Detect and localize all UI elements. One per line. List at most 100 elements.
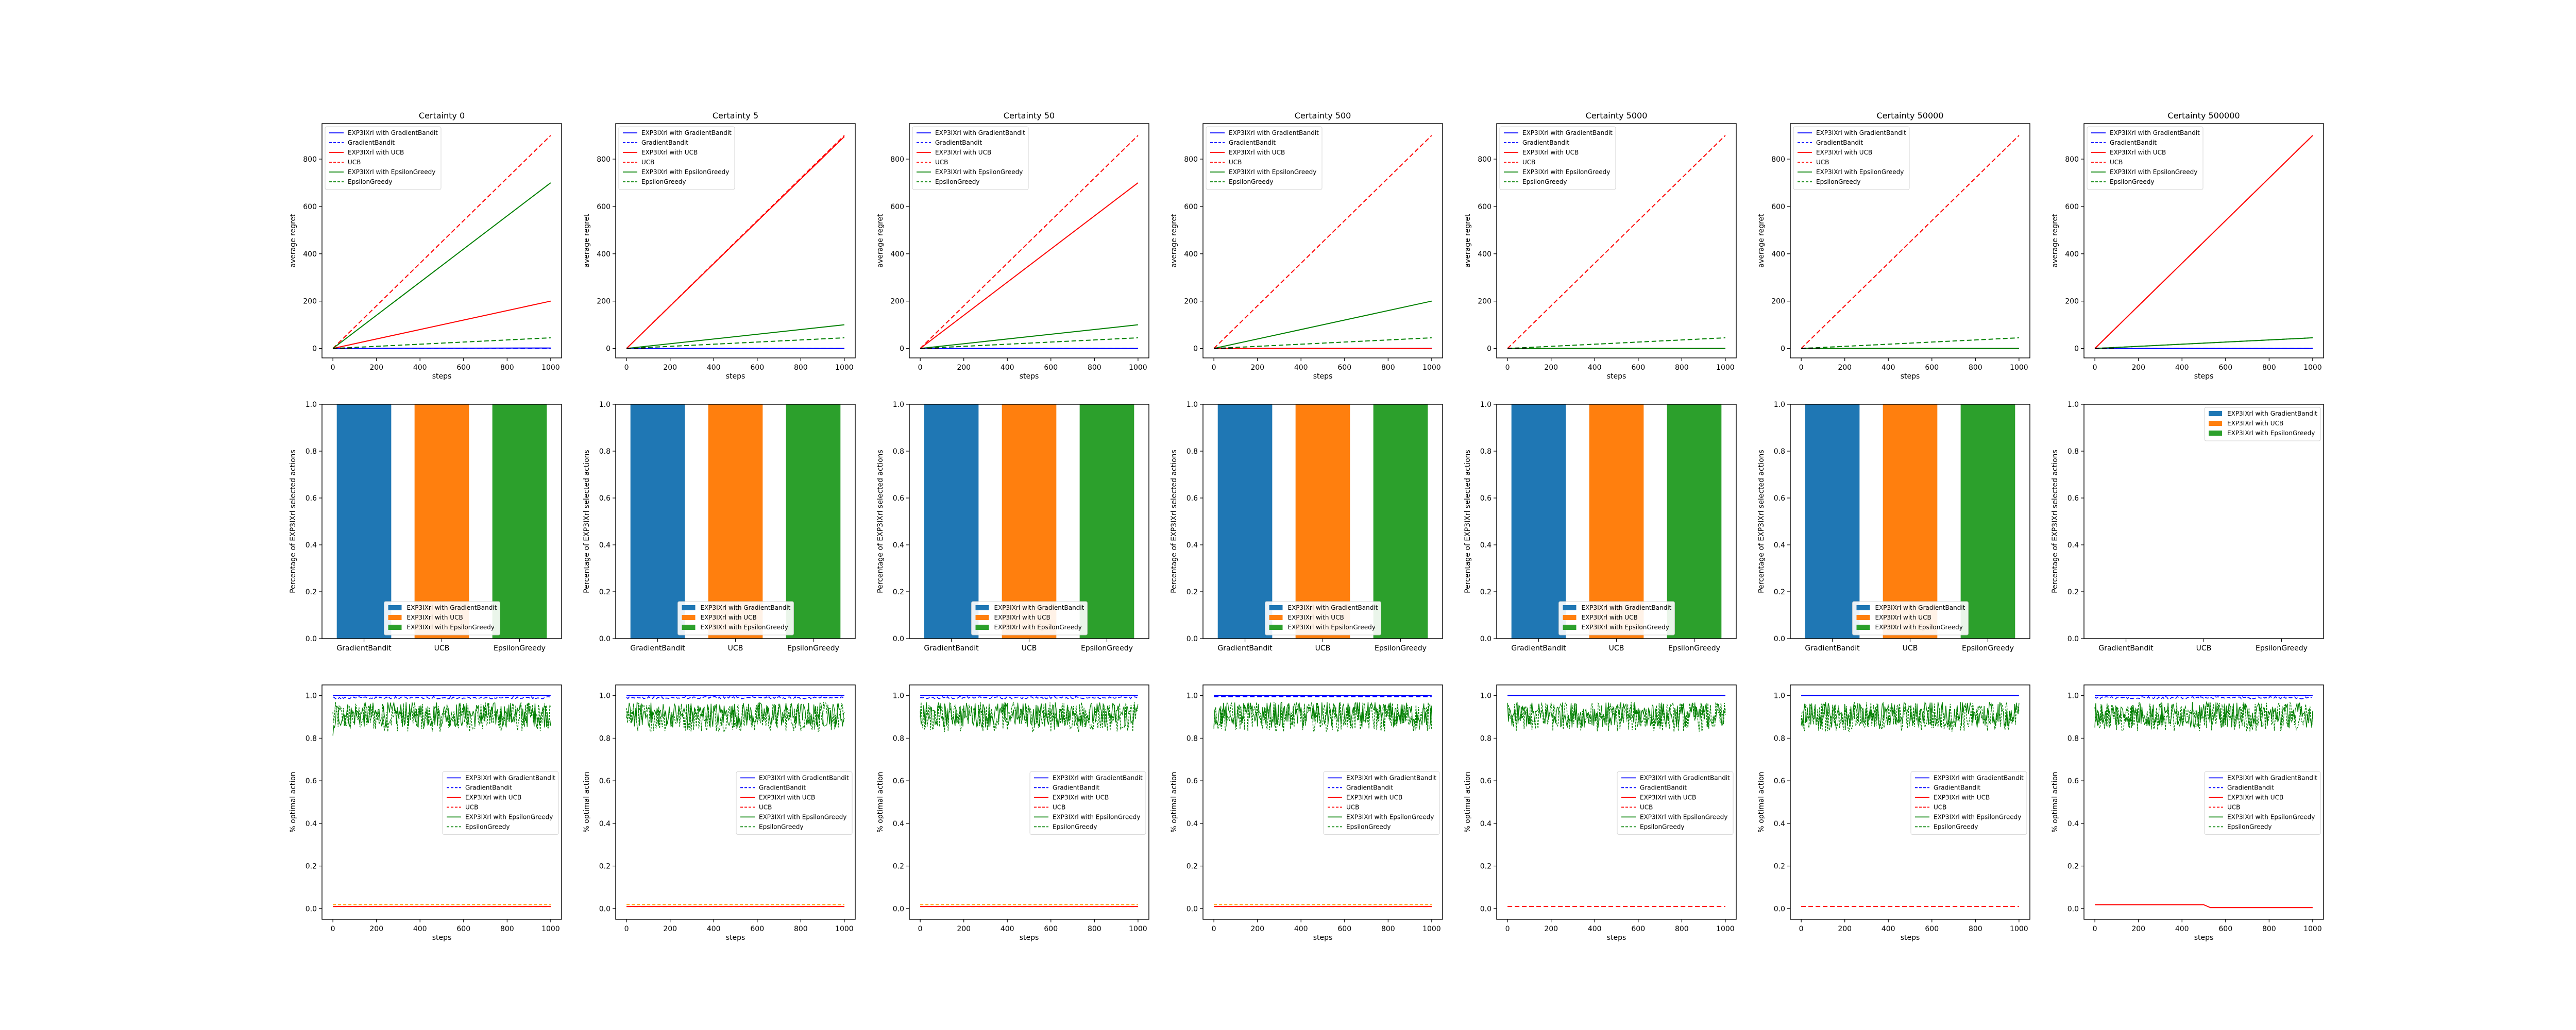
legend-label: EpsilonGreedy bbox=[465, 823, 510, 830]
legend-label: UCB bbox=[2110, 159, 2123, 166]
y-tick-label: 0.4 bbox=[599, 820, 611, 828]
legend-label: EXP3IXrl with EpsilonGreedy bbox=[1816, 168, 1904, 176]
legend-label: UCB bbox=[1522, 159, 1535, 166]
x-tick-label: 600 bbox=[1925, 925, 1939, 933]
y-tick-label: 200 bbox=[1771, 298, 1785, 306]
x-tick-label: 200 bbox=[2131, 925, 2145, 933]
y-axis-label: Percentage of EXP3IXrl selected actions bbox=[876, 450, 885, 593]
y-tick-label: 0.6 bbox=[1480, 777, 1492, 785]
legend-label: UCB bbox=[759, 803, 772, 811]
series-line bbox=[1214, 347, 1236, 349]
x-tick-label: 600 bbox=[1044, 925, 1058, 933]
x-tick-label: 800 bbox=[2262, 925, 2276, 933]
x-tick-label: 600 bbox=[456, 364, 470, 372]
legend-swatch bbox=[1269, 615, 1283, 620]
plot-frame bbox=[1790, 404, 2030, 639]
x-tick-label: UCB bbox=[2196, 644, 2212, 653]
legend-label: EXP3IXrl with UCB bbox=[1875, 614, 1931, 621]
x-tick-label: 400 bbox=[707, 364, 721, 372]
legend-label: EXP3IXrl with GradientBandit bbox=[2110, 129, 2200, 136]
legend-label: EpsilonGreedy bbox=[1640, 823, 1685, 830]
y-tick-label: 800 bbox=[890, 156, 904, 164]
y-tick-label: 0.8 bbox=[893, 734, 904, 743]
x-tick-label: 800 bbox=[794, 925, 808, 933]
plot-frame bbox=[615, 123, 856, 358]
x-tick-label: 400 bbox=[1588, 925, 1602, 933]
x-tick-label: 1000 bbox=[1129, 925, 1147, 933]
x-tick-label: 0 bbox=[918, 925, 923, 933]
x-tick-label: 800 bbox=[1675, 925, 1689, 933]
x-tick-label: 200 bbox=[663, 364, 677, 372]
y-tick-label: 0.4 bbox=[893, 820, 904, 828]
series-line bbox=[1213, 701, 1432, 728]
y-axis-label: average regret bbox=[2051, 214, 2059, 268]
y-axis-label: % optimal action bbox=[1757, 771, 1766, 832]
y-tick-label: 0.0 bbox=[2067, 635, 2079, 643]
x-tick-label: 1000 bbox=[1422, 364, 1441, 372]
legend-label: UCB bbox=[1229, 159, 1242, 166]
y-tick-label: 0.2 bbox=[306, 863, 317, 871]
y-tick-label: 0.8 bbox=[2067, 734, 2079, 743]
y-tick-label: 0.6 bbox=[306, 494, 317, 503]
bar bbox=[492, 404, 547, 639]
series-line bbox=[920, 337, 1138, 349]
y-tick-label: 0.4 bbox=[2067, 541, 2079, 550]
legend-swatch bbox=[975, 605, 989, 610]
y-tick-label: 800 bbox=[597, 156, 611, 164]
selection-panel: GradientBandit UCB EpsilonGreedy 0.0 0.2 0.4 0… bbox=[1757, 401, 2030, 653]
x-tick-label: 0 bbox=[1212, 925, 1216, 933]
series-line bbox=[332, 696, 550, 700]
y-tick-label: 1.0 bbox=[1187, 692, 1198, 700]
y-tick-label: 0 bbox=[606, 345, 611, 353]
legend-label: EpsilonGreedy bbox=[1522, 178, 1567, 185]
y-tick-label: 0.2 bbox=[893, 588, 904, 596]
x-axis-label: steps bbox=[1607, 372, 1626, 381]
x-tick-label: 400 bbox=[1001, 925, 1014, 933]
x-tick-label: 0 bbox=[2093, 925, 2097, 933]
y-tick-label: 0.8 bbox=[1774, 448, 1785, 456]
y-axis-label: % optimal action bbox=[876, 771, 885, 832]
y-tick-label: 0.4 bbox=[1480, 820, 1492, 828]
legend-box bbox=[1265, 601, 1381, 636]
y-tick-label: 1.0 bbox=[1774, 401, 1785, 409]
x-tick-label: 200 bbox=[369, 364, 383, 372]
y-tick-label: 0 bbox=[1193, 345, 1198, 353]
legend-label: GradientBandit bbox=[1346, 784, 1393, 791]
legend-label: EpsilonGreedy bbox=[2110, 178, 2155, 185]
x-tick-label: 0 bbox=[2093, 364, 2097, 372]
legend-swatch bbox=[975, 625, 989, 630]
y-tick-label: 400 bbox=[1184, 250, 1198, 259]
bar bbox=[1002, 404, 1057, 639]
legend-box bbox=[1852, 601, 1969, 636]
legend-label: EXP3IXrl with UCB bbox=[1346, 794, 1402, 801]
bar bbox=[1511, 404, 1566, 639]
x-tick-label: 800 bbox=[794, 364, 808, 372]
x-tick-label: GradientBandit bbox=[1217, 644, 1273, 653]
y-tick-label: 0.0 bbox=[1480, 635, 1492, 643]
legend-label: EXP3IXrl with EpsilonGreedy bbox=[1875, 624, 1963, 631]
panel-title: Certainty 500000 bbox=[2167, 111, 2240, 121]
x-tick-label: 1000 bbox=[835, 925, 854, 933]
x-tick-label: 400 bbox=[1882, 364, 1895, 372]
x-axis-label: steps bbox=[1313, 934, 1333, 942]
x-tick-label: 1000 bbox=[2010, 364, 2028, 372]
legend-label: EXP3IXrl with GradientBandit bbox=[994, 604, 1084, 611]
x-axis-label: steps bbox=[1313, 372, 1333, 381]
x-tick-label: UCB bbox=[728, 644, 743, 653]
y-tick-label: 0.8 bbox=[1774, 734, 1785, 743]
y-tick-label: 800 bbox=[1771, 156, 1785, 164]
plot-frame bbox=[1496, 123, 1737, 358]
legend-label: EXP3IXrl with EpsilonGreedy bbox=[2227, 813, 2315, 820]
legend-label: EXP3IXrl with UCB bbox=[348, 149, 404, 156]
series-line bbox=[2094, 701, 2313, 732]
optimal-panel: 0.0 0.2 0.4 0.6 0.8 1.0 0 200 400 600 800 1000 steps… bbox=[1464, 684, 1737, 942]
legend-label: EpsilonGreedy bbox=[1229, 178, 1274, 185]
y-tick-label: 400 bbox=[1478, 250, 1492, 259]
legend-label: EXP3IXrl with EpsilonGreedy bbox=[641, 168, 729, 176]
plot-frame bbox=[321, 123, 562, 358]
bar bbox=[786, 404, 841, 639]
series-line bbox=[1801, 135, 2020, 349]
x-tick-label: 1000 bbox=[1716, 364, 1735, 372]
x-tick-label: 1000 bbox=[2303, 364, 2322, 372]
series-line bbox=[920, 347, 942, 349]
